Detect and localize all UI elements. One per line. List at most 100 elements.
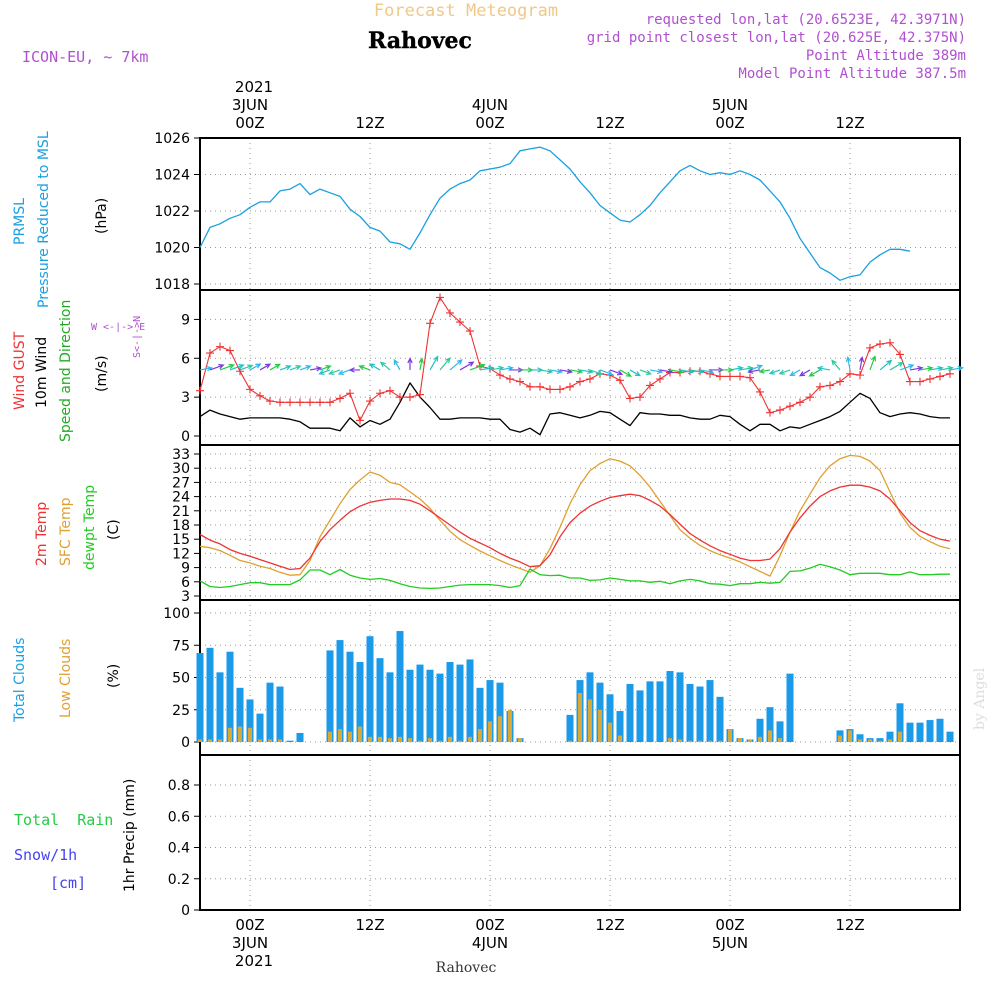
low-cloud-bar	[448, 736, 452, 742]
wind-direction-arrow	[747, 368, 761, 374]
low-cloud-bar	[668, 738, 672, 742]
t2m-line	[199, 484, 951, 571]
wind-direction-arrow	[229, 363, 245, 371]
wind-ytick-label: 3	[181, 390, 190, 406]
low-cloud-bar	[678, 739, 682, 742]
pressure-panel: 1018 1020 1022 1024 1026	[154, 131, 961, 293]
pressure-labels: PRMSL Pressure Reduced to MSL (hPa)	[12, 131, 110, 308]
temperature-ytick-label: 24	[172, 490, 190, 506]
rain-label: Total Rain	[14, 811, 113, 829]
wind-direction-arrow	[559, 368, 574, 374]
wind-direction-arrow	[816, 365, 831, 372]
total-cloud-bar	[636, 690, 644, 742]
bottom-year-label: 2021	[235, 952, 273, 970]
wind10-label: 10m Wind	[34, 337, 50, 408]
low-cloud-bar	[488, 721, 492, 742]
wind-direction-arrow	[219, 363, 235, 371]
total-cloud-bar	[876, 738, 884, 742]
clouds-ytick-label: 75	[172, 638, 190, 654]
gust-marker	[286, 398, 294, 407]
gust-marker	[296, 398, 304, 407]
snow-label: Snow/1h	[14, 846, 77, 864]
gust-marker	[646, 381, 654, 390]
point-altitude: Point Altitude 389m	[806, 48, 966, 64]
total-cloud-bar	[436, 673, 444, 742]
total-cloud-bar	[486, 680, 494, 742]
wind-direction-arrow	[299, 365, 312, 371]
total-cloud-bar	[286, 740, 294, 742]
top-date-label: 4JUN	[472, 96, 508, 114]
low-cloud-bar	[338, 729, 342, 742]
wind-direction-arrow	[549, 368, 564, 374]
wind-direction-arrow	[318, 369, 331, 375]
wind-unit: (m/s)	[94, 355, 110, 392]
wind-direction-arrow	[949, 365, 965, 372]
temperature-ytick-label: 9	[181, 561, 190, 577]
gust-marker	[406, 393, 414, 402]
wind-direction-arrow	[449, 359, 463, 371]
total-cloud-bar	[946, 731, 954, 742]
wind-direction-arrow	[358, 365, 371, 371]
pressure-ytick-label: 1020	[154, 241, 190, 257]
gust-marker	[786, 402, 794, 411]
compass-ew: W <-|-> E	[91, 322, 145, 333]
pressure-ytick-label: 1024	[154, 168, 190, 184]
wind-direction-arrow	[899, 364, 915, 371]
gust-marker	[246, 385, 254, 394]
gust-marker	[556, 385, 564, 394]
footer-location: Rahovec	[436, 960, 497, 976]
wind-frame	[199, 289, 961, 446]
snow-unit-label: [cm]	[50, 874, 86, 892]
low-cloud-bar	[408, 738, 412, 742]
wind-direction-arrow	[579, 368, 594, 375]
low-cloud-bar	[858, 739, 862, 742]
gust-marker	[936, 372, 944, 381]
gust-marker	[756, 387, 764, 396]
total-cloud-bar	[256, 713, 264, 742]
wind-ytick-label: 6	[181, 351, 190, 367]
low-cloud-bar	[588, 699, 592, 742]
wind-direction-arrow	[368, 363, 381, 371]
wind-direction-arrow	[348, 367, 360, 373]
wind10-line	[199, 382, 950, 436]
gust-marker	[256, 391, 264, 400]
bottom-hour-label: 00Z	[475, 916, 504, 934]
wind-direction-arrow	[778, 369, 791, 375]
gust-marker	[196, 386, 204, 395]
gust-marker	[866, 343, 874, 352]
wind-direction-arrow	[831, 359, 841, 371]
total-cloud-bar	[236, 687, 244, 742]
low-cloud-bar	[778, 738, 782, 742]
wind-direction-arrow	[659, 368, 674, 375]
low-cloud-bar	[768, 730, 772, 742]
wind-direction-arrow	[729, 365, 744, 372]
pressure-ytick-label: 1018	[154, 277, 190, 293]
total-cloud-bar	[756, 718, 764, 742]
total-cloud-bar	[276, 686, 284, 742]
precipitation-ytick-label: 0.2	[168, 872, 190, 888]
panels: 1018102010221024102603693691215182124273…	[154, 131, 965, 919]
total-cloud-bar	[396, 631, 404, 742]
total-cloud-bar	[476, 687, 484, 742]
wind-direction-arrow	[407, 357, 413, 370]
low-cloud-bar	[898, 731, 902, 742]
low-cloud-bar	[868, 739, 872, 742]
gust-marker	[566, 382, 574, 391]
gust-marker	[516, 377, 524, 386]
clouds-ytick-label: 0	[181, 735, 190, 751]
low-cloud-bar	[238, 726, 242, 742]
product-title: Forecast Meteogram	[374, 1, 558, 21]
gust-marker	[766, 408, 774, 417]
wind-direction-arrow	[798, 369, 811, 377]
total-cloud-bar	[776, 721, 784, 742]
low-cloud-bar	[598, 709, 602, 742]
total-cloud-bar	[566, 714, 574, 742]
total-cloud-bar	[886, 731, 894, 742]
winddir-label: Speed and Direction	[58, 300, 74, 442]
low-cloud-bar	[718, 740, 722, 742]
gust-marker	[746, 373, 754, 382]
watermark: by Angel	[972, 667, 988, 730]
wind-direction-arrow	[879, 359, 893, 371]
gust-marker	[446, 308, 454, 317]
gust-marker	[436, 293, 444, 302]
